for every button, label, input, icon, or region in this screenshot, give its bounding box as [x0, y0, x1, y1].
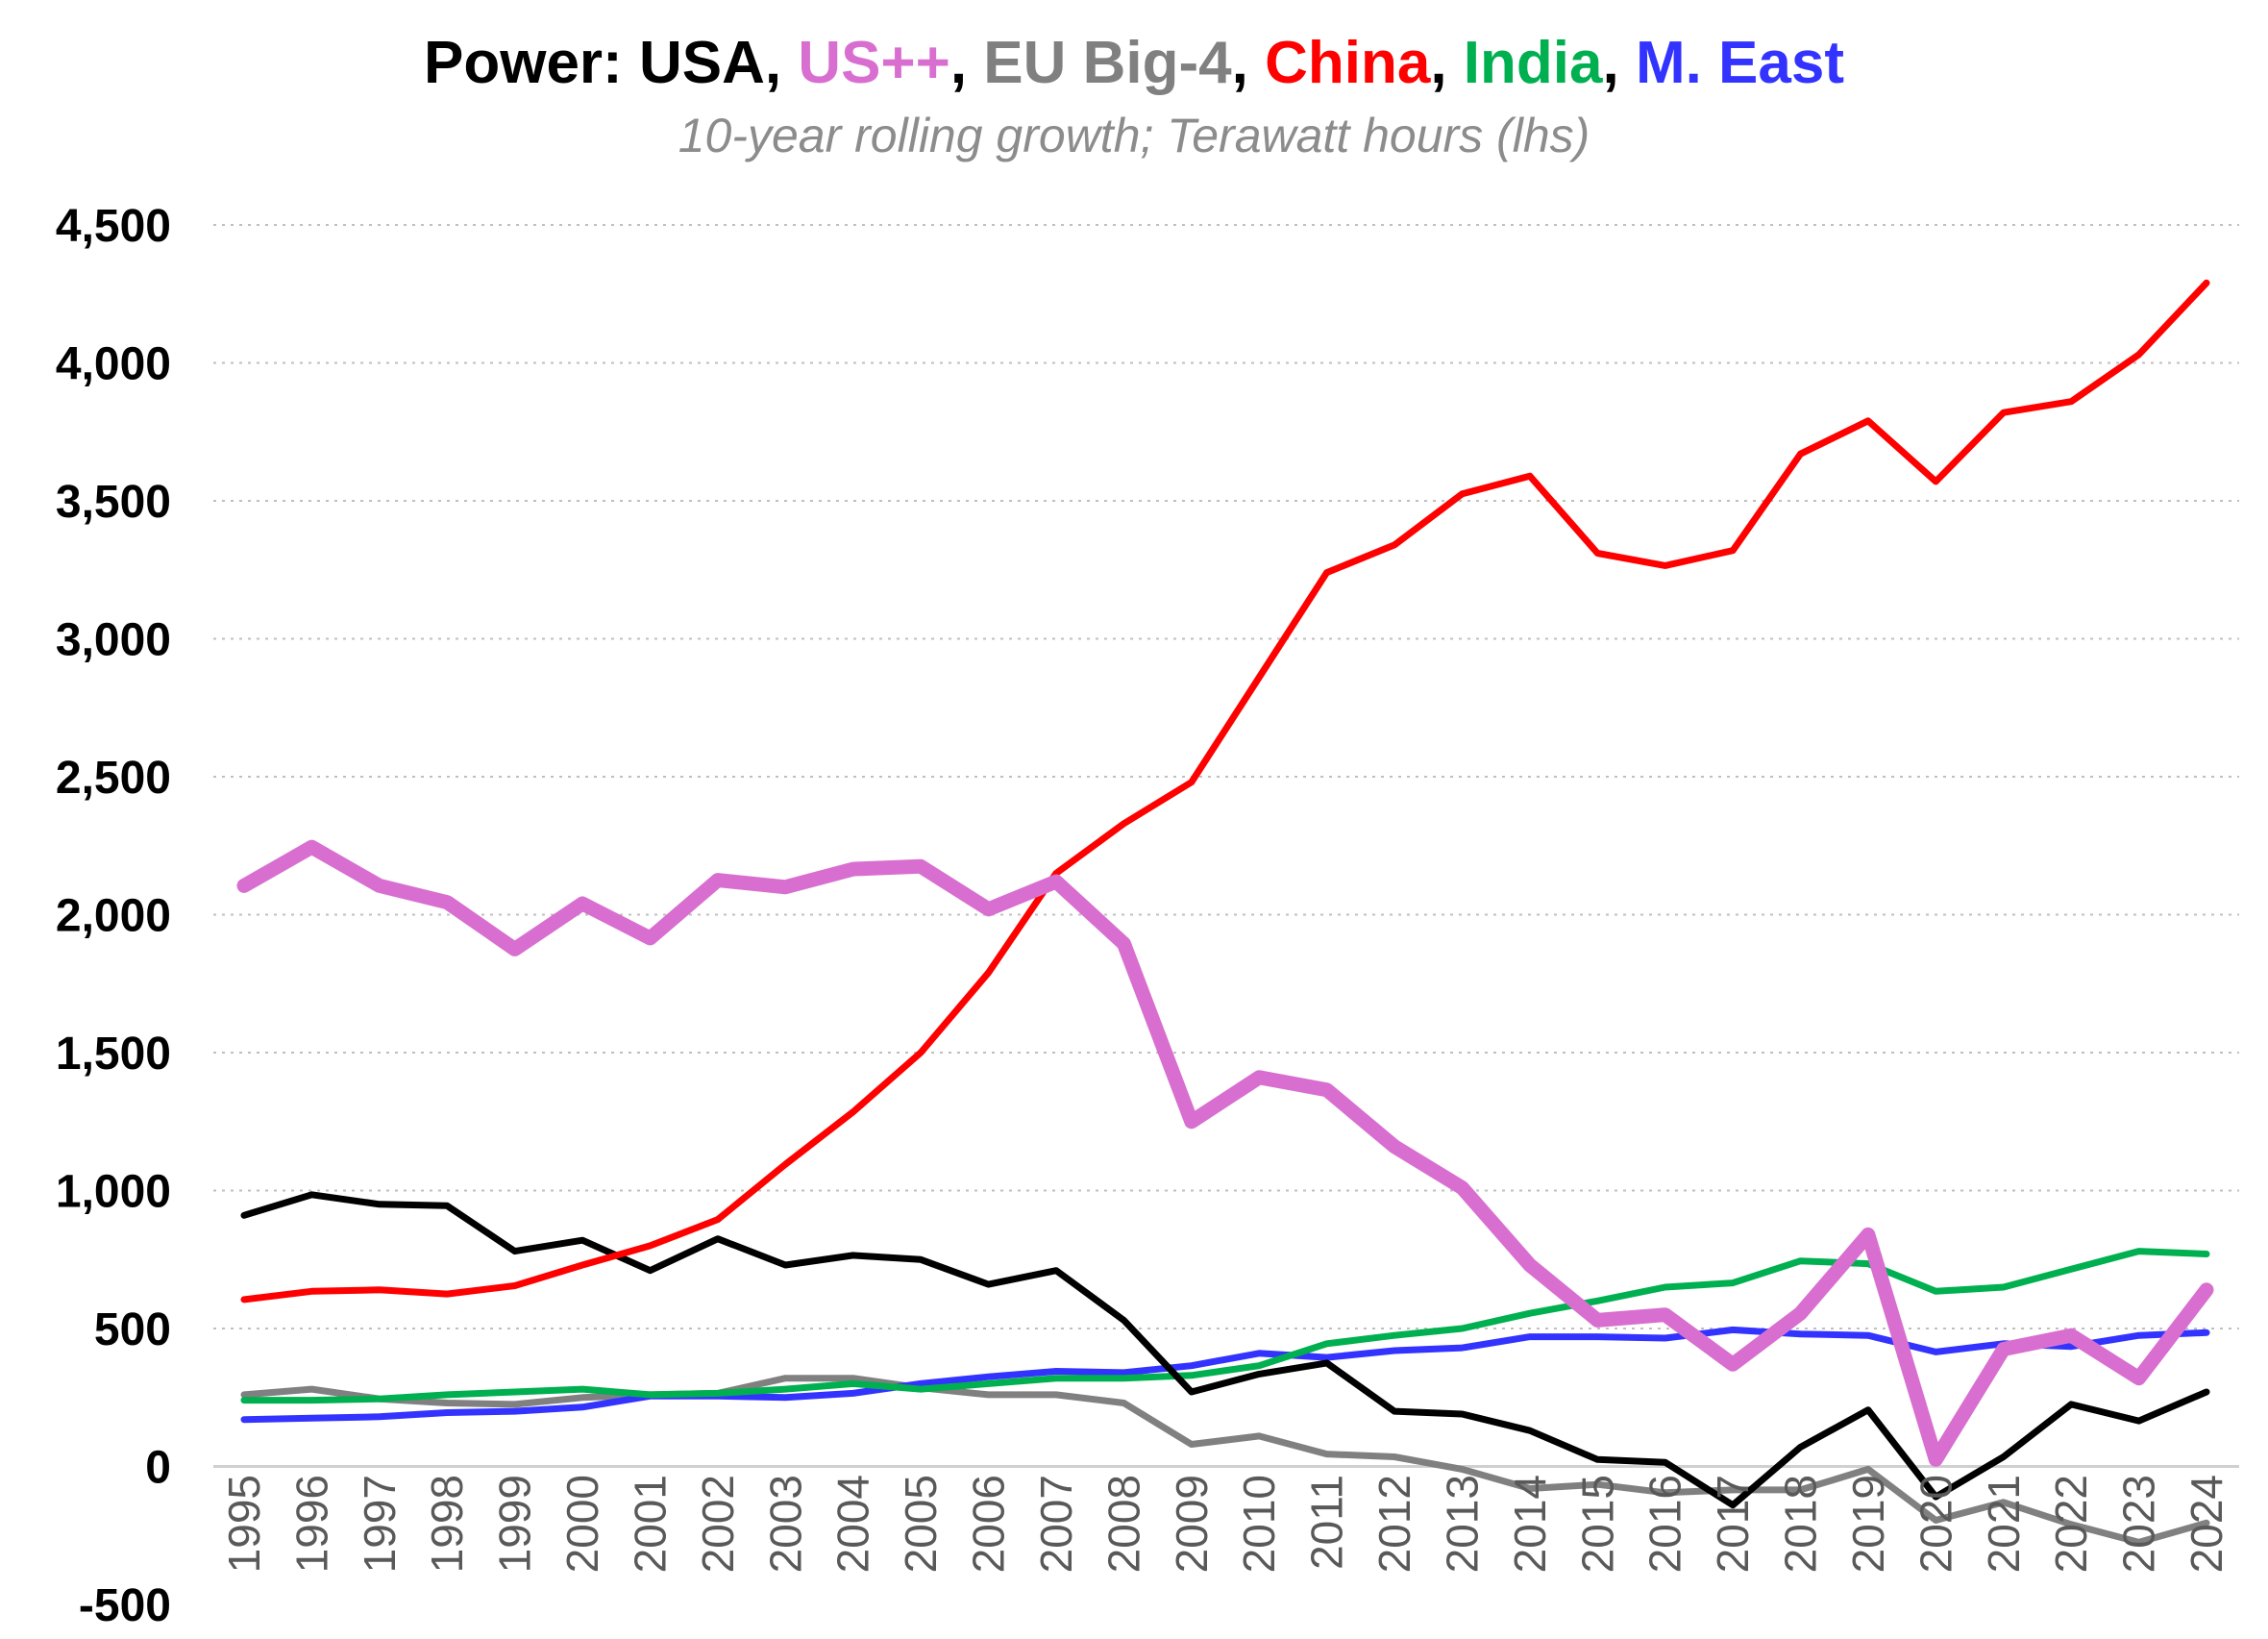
x-tick-label: 2002 [693, 1475, 743, 1573]
series-lines [236, 279, 2214, 1546]
x-tick-label: 2011 [1302, 1475, 1352, 1570]
x-tick-label: 2013 [1437, 1475, 1487, 1573]
x-tick-label: 1996 [286, 1475, 336, 1573]
x-tick-label: 2001 [625, 1475, 675, 1573]
x-tick-label: 2020 [1911, 1475, 1960, 1573]
x-tick-label: 2019 [1843, 1475, 1893, 1573]
title-part: EU Big-4 [983, 30, 1232, 96]
x-tick-label: 2012 [1369, 1475, 1419, 1573]
y-tick-label: 1,000 [56, 1167, 171, 1218]
gridlines [213, 224, 2239, 1468]
x-tick-label: 2022 [2046, 1475, 2096, 1573]
series-line-us [236, 839, 2214, 1467]
title-part: , [1602, 30, 1636, 96]
title-part: India [1463, 30, 1603, 96]
x-tick-label: 1997 [355, 1475, 405, 1573]
x-tick-label: 2023 [2114, 1475, 2164, 1573]
title-part: , [1231, 30, 1266, 96]
series-line-usa [240, 1191, 2210, 1509]
x-tick-label: 1998 [422, 1475, 472, 1573]
chart-title: Power: USA, US++, EU Big-4, China, India… [0, 29, 2268, 97]
x-tick-label: 1999 [490, 1475, 540, 1573]
x-tick-label: 2017 [1708, 1475, 1758, 1573]
y-tick-label: 2,500 [56, 753, 171, 804]
x-tick-label: 2007 [1031, 1475, 1081, 1573]
x-tick-label: 2009 [1167, 1475, 1217, 1573]
x-tick-label: 2021 [1979, 1475, 2029, 1573]
x-tick-label: 2018 [1776, 1475, 1826, 1573]
x-tick-label: 2003 [760, 1475, 810, 1573]
series-line-m-east [240, 1326, 2210, 1424]
title-part: US++ [798, 30, 950, 96]
x-tick-label: 2000 [557, 1475, 607, 1573]
x-axis-ticks: 1995 1996 1997 1998 1999 2000 2001 2002 2003 2004… [219, 1475, 2231, 1573]
y-tick-label: 1,500 [56, 1029, 171, 1080]
y-tick-label: 4,000 [56, 339, 171, 390]
title-part: Power: [424, 30, 639, 96]
title-part: China [1265, 30, 1431, 96]
y-tick-label: -500 [79, 1580, 171, 1631]
chart-subtitle: 10-year rolling growth; Terawatt hours (… [678, 109, 1590, 162]
series-line-china [240, 279, 2210, 1304]
series-line-eu-big-4 [240, 1375, 2210, 1546]
y-tick-label: 3,500 [56, 477, 171, 528]
x-tick-label: 2024 [2182, 1475, 2231, 1573]
x-tick-label: 2008 [1098, 1475, 1148, 1573]
title-part: USA [638, 30, 765, 96]
title-part: , [949, 30, 984, 96]
x-tick-label: 2014 [1505, 1475, 1555, 1573]
x-tick-label: 2005 [896, 1475, 946, 1573]
title-part: , [1430, 30, 1464, 96]
x-tick-label: 1995 [219, 1475, 269, 1573]
title-part: M. East [1635, 30, 1844, 96]
y-tick-label: 4,500 [56, 201, 171, 252]
y-tick-label: 3,000 [56, 615, 171, 666]
x-tick-label: 2004 [828, 1475, 878, 1573]
y-axis-ticks: -500 0 500 1,000 1,500 2,000 2,500 3,000 3,500 4,… [56, 201, 171, 1631]
y-tick-label: 2,000 [56, 891, 171, 942]
y-tick-label: 500 [94, 1304, 171, 1355]
x-tick-label: 2010 [1234, 1475, 1284, 1573]
title-part: , [764, 30, 799, 96]
x-tick-label: 2016 [1640, 1475, 1690, 1573]
x-tick-label: 2015 [1572, 1475, 1622, 1573]
y-tick-label: 0 [145, 1443, 171, 1494]
x-tick-label: 2006 [964, 1475, 1014, 1573]
